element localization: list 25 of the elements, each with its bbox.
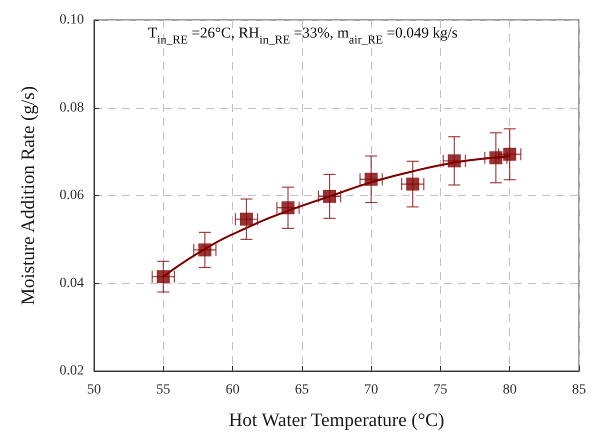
y-tick-label: 0.08: [60, 100, 84, 116]
x-tick-label: 50: [87, 382, 101, 398]
y-tick-label: 0.02: [60, 364, 84, 378]
point: [282, 201, 294, 214]
point: [240, 212, 253, 226]
point: [406, 178, 420, 191]
point: [156, 270, 170, 284]
y-axis-title: Moisture Addition Rate (g/s): [18, 86, 39, 306]
point: [198, 243, 212, 256]
point: [323, 190, 336, 203]
x-tick-label: 55: [156, 382, 170, 398]
y-tick-label: 0.10: [60, 12, 84, 28]
x-tick-label: 65: [294, 382, 309, 398]
point: [489, 151, 502, 164]
x-tick-label: 85: [572, 382, 586, 398]
point: [503, 148, 516, 161]
point: [448, 154, 461, 168]
y-tick-label: 0.06: [60, 188, 84, 203]
x-axis-title: Hot Water Temperature (°C): [228, 410, 444, 431]
point: [364, 172, 378, 186]
x-tick-label: 70: [364, 382, 378, 398]
x-tick-label: 60: [226, 382, 240, 398]
x-tick-label: 75: [433, 382, 448, 398]
x-tick-label: 80: [502, 382, 517, 398]
y-tick-label: 0.04: [60, 276, 84, 291]
